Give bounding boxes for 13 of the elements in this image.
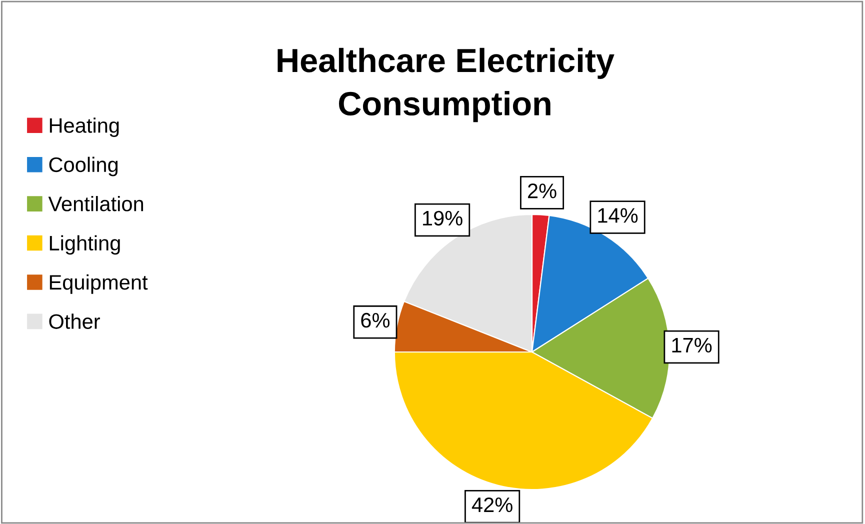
legend-label: Other	[49, 314, 100, 329]
data-label: 17%	[672, 338, 712, 352]
chart-title: Healthcare Electricity Consumption	[278, 48, 614, 122]
data-label: 14%	[598, 208, 638, 223]
data-label: 2%	[528, 184, 556, 198]
legend-label: Lighting	[50, 235, 120, 255]
legend-label: Cooling	[49, 156, 118, 176]
legend-label: Equipment	[50, 274, 148, 294]
data-label: 42%	[472, 497, 512, 512]
legend-label: Ventilation	[48, 196, 144, 212]
data-label: 6%	[361, 312, 390, 328]
data-label: 19%	[423, 210, 462, 226]
legend-label: Heating	[50, 118, 119, 137]
